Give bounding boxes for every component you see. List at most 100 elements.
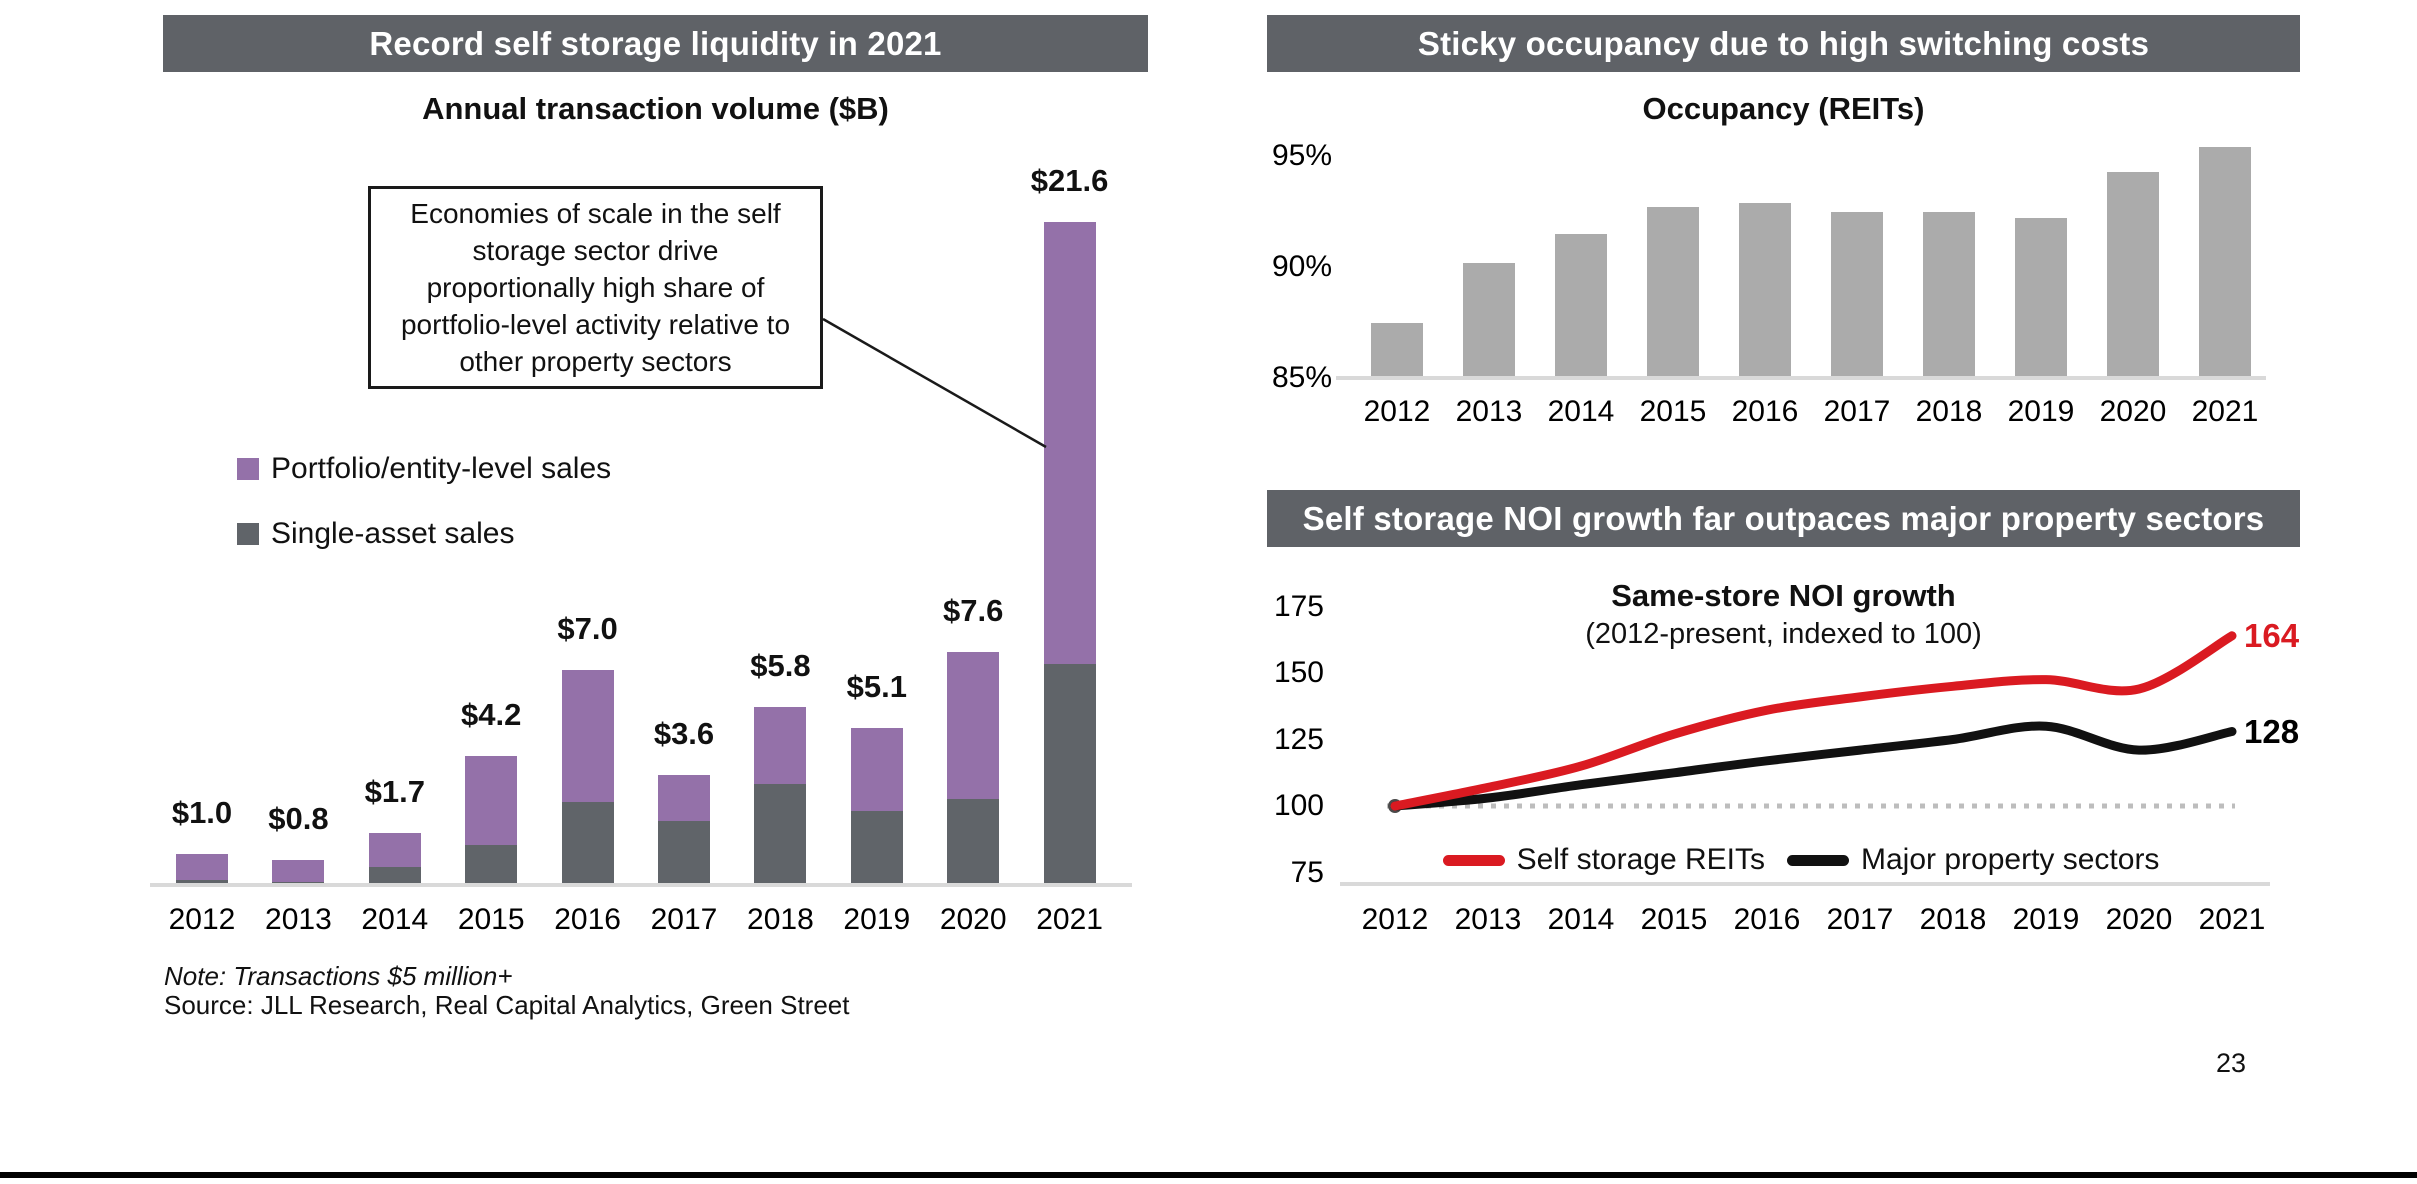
- y-axis-tick-label: 150: [1273, 656, 1324, 689]
- bar-single-asset: [850, 811, 903, 885]
- bar-portfolio: [754, 706, 807, 784]
- x-axis-year-label: 2018: [1915, 395, 1983, 428]
- noi-black-end-label: 128: [2244, 713, 2300, 750]
- legend-item: Single-asset sales: [237, 517, 514, 551]
- bar-single-asset: [368, 866, 421, 885]
- occupancy-title: Occupancy (REITs): [1642, 91, 1925, 126]
- legend-label: Portfolio/entity-level sales: [271, 452, 612, 485]
- occupancy-bar: [2015, 218, 2067, 378]
- x-axis-year-label: 2017: [650, 903, 718, 936]
- major-property-sectors-line: [1390, 721, 2237, 811]
- bar-value-label: $5.1: [846, 669, 907, 705]
- bar-single-asset: [465, 845, 518, 885]
- noi-legend-item: Self storage REITs: [1442, 843, 1765, 877]
- bar-value-label: $0.8: [268, 801, 329, 837]
- bar-value-label: $1.7: [364, 773, 425, 809]
- x-axis-year-label: 2012: [1361, 903, 1429, 936]
- x-axis-year-label: 2016: [1731, 395, 1799, 428]
- x-axis-year-label: 2013: [1454, 903, 1522, 936]
- x-axis-year-label: 2015: [1639, 395, 1707, 428]
- occupancy-header: Sticky occupancy due to high switching c…: [1267, 15, 2300, 72]
- noi-legend: Self storage REITs Major property sectors: [1340, 842, 2262, 878]
- x-axis-year-label: 2019: [2012, 903, 2080, 936]
- occupancy-bar: [1923, 211, 1975, 378]
- bar-single-asset: [658, 820, 710, 885]
- occupancy-bar: [2107, 171, 2159, 378]
- y-axis-tick-label: 95%: [1272, 139, 1333, 172]
- bar-portfolio: [658, 774, 710, 821]
- bar-portfolio: [368, 832, 421, 867]
- x-axis-year-label: 2014: [361, 903, 429, 936]
- self-storage-reits-line: [1390, 631, 2237, 811]
- occupancy-bar: [1739, 202, 1791, 378]
- occupancy-chart: 2012 2013 2014 2015 2016 2017 2018 2019 2020 2021: [1340, 140, 2262, 428]
- x-axis-year-label: 2013: [265, 903, 332, 936]
- left-chart-header: Record self storage liquidity in 2021: [163, 15, 1148, 72]
- legend-item: Portfolio/entity-level sales: [237, 452, 611, 486]
- noi-red-end-label: 164: [2244, 617, 2300, 654]
- bar-value-label: $1.0: [171, 795, 233, 831]
- occupancy-bar: [1463, 262, 1515, 378]
- source-line: Source: JLL Research, Real Capital Analy…: [164, 990, 850, 1020]
- x-axis-year-label: 2014: [1547, 395, 1615, 428]
- noi-legend-item: Major property sectors: [1787, 843, 2159, 877]
- x-axis-year-label: 2020: [2105, 903, 2173, 936]
- bar-value-label: $21.6: [1030, 162, 1109, 198]
- bar-value-label: $4.2: [461, 697, 522, 733]
- x-axis-year-label: 2019: [843, 903, 911, 936]
- bar-value-label: $3.6: [653, 715, 715, 751]
- footnote: Note: Transactions $5 million+: [164, 961, 513, 991]
- x-axis-year-label: 2021: [2198, 903, 2266, 936]
- self-storage-legend-swatch: [1442, 854, 1505, 866]
- occupancy-bar: [1831, 211, 1883, 378]
- x-axis-year-label: 2019: [2007, 395, 2075, 428]
- occupancy-bar: [1647, 207, 1699, 378]
- x-axis-year-label: 2017: [1823, 395, 1891, 428]
- legend-label: Single-asset sales: [271, 517, 515, 550]
- y-axis-tick-label: 90%: [1272, 250, 1333, 283]
- noi-legend-label: Self storage REITs: [1516, 843, 1765, 876]
- occupancy-bar: [2199, 147, 2251, 378]
- bar-single-asset: [176, 880, 228, 885]
- noi-subtitle: (2012-present, indexed to 100): [1585, 618, 1982, 650]
- bottom-border-line: [0, 1172, 2417, 1178]
- y-axis-tick-label: 100: [1273, 789, 1324, 822]
- x-axis-year-label: 2016: [1733, 903, 1801, 936]
- x-axis-year-label: 2013: [1455, 395, 1523, 428]
- x-axis-year-label: 2012: [1363, 395, 1431, 428]
- x-axis-year-label: 2020: [939, 903, 1007, 936]
- bar-single-asset: [754, 783, 807, 885]
- bar-portfolio: [176, 854, 228, 881]
- occupancy-bar: [1371, 322, 1423, 378]
- x-axis-year-label: 2015: [1640, 903, 1708, 936]
- bar-value-label: $7.6: [943, 592, 1004, 628]
- y-axis-tick-label: 175: [1273, 590, 1324, 623]
- series-start-dot: [1388, 799, 1402, 813]
- y-axis-tick-label: 85%: [1272, 361, 1333, 394]
- portfolio-legend-swatch: [237, 458, 259, 480]
- bar-portfolio: [850, 728, 903, 812]
- major-sectors-legend-swatch: [1787, 854, 1849, 866]
- y-axis-tick-label: 75: [1290, 856, 1324, 889]
- single-asset-legend-swatch: [237, 523, 259, 545]
- x-axis-year-label: 2015: [457, 903, 525, 936]
- left-chart-title: Annual transaction volume ($B): [422, 91, 889, 126]
- bar-portfolio: [1043, 221, 1096, 664]
- occupancy-x-axis: [1336, 376, 2266, 380]
- annotation-box: Economies of scale in the self storage s…: [368, 186, 823, 389]
- x-axis-year-label: 2012: [168, 903, 236, 936]
- bar-portfolio: [561, 670, 614, 803]
- bar-portfolio: [465, 756, 518, 846]
- occupancy-bar: [1555, 233, 1607, 378]
- bar-single-asset: [947, 799, 1000, 885]
- x-axis-year-label: 2018: [747, 903, 814, 936]
- page-number: 23: [2215, 1048, 2247, 1078]
- noi-legend-label: Major property sectors: [1861, 843, 2160, 876]
- x-axis-year-label: 2016: [554, 903, 621, 936]
- bar-value-label: $7.0: [557, 611, 618, 647]
- bar-single-asset: [561, 802, 614, 885]
- x-axis-year-label: 2014: [1547, 903, 1615, 936]
- bar-value-label: $5.8: [750, 647, 811, 683]
- noi-title: Same-store NOI growth: [1611, 578, 1956, 613]
